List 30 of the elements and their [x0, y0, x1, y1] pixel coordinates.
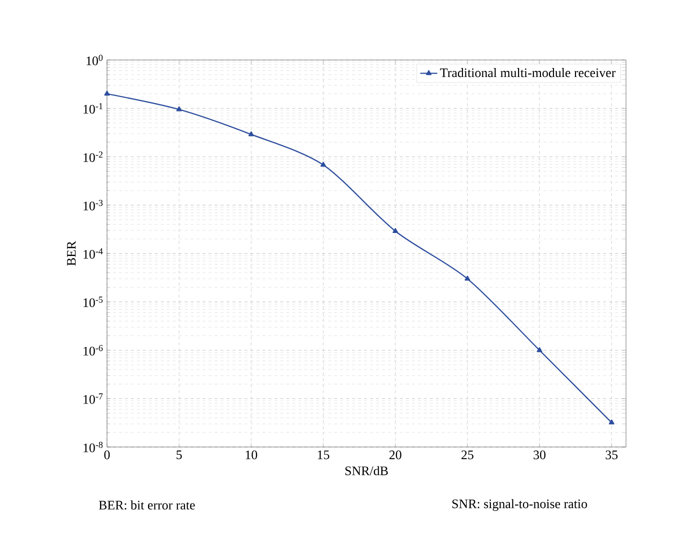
x-tick-label: 25 — [462, 450, 474, 460]
x-tick-label: 15 — [318, 450, 330, 460]
point — [536, 347, 542, 352]
y-tick-label: 10$^{-4}$ — [84, 248, 103, 259]
point — [392, 228, 398, 233]
y-tick-label: 10$^{-7}$ — [84, 393, 103, 404]
y-axis-title: BER — [67, 240, 76, 266]
x-tick-label: 30 — [534, 450, 546, 460]
y-tick-label: 10$^{-6}$ — [84, 345, 103, 356]
y-tick-label: 10$^{-1}$ — [84, 103, 102, 114]
text: SNR: signal-to-noise ratio — [452, 499, 588, 511]
y-tick-label: 10$^{-8}$ — [84, 442, 103, 452]
x-tick-label: 5 — [176, 450, 182, 460]
point — [320, 162, 326, 167]
x-tick-label: 10 — [246, 450, 258, 460]
y-tick-label: 10$^{-5}$ — [84, 296, 103, 308]
point — [464, 276, 470, 281]
x-tick-label: 20 — [389, 450, 402, 460]
legend-label: Traditional multi-module receiver — [440, 68, 616, 78]
x-tick-label: 0 — [104, 450, 110, 460]
point — [176, 106, 182, 112]
text: BER: bit error rate — [98, 500, 195, 510]
point — [608, 419, 614, 424]
x-axis-title: SNR/dB — [345, 466, 388, 476]
y-tick-label: 10$^{-3}$ — [84, 200, 103, 210]
y-tick-label: 10$^{0}$ — [86, 54, 103, 66]
point — [248, 131, 254, 136]
point — [104, 90, 110, 96]
y-tick-label: 10$^{-2}$ — [84, 152, 102, 162]
x-tick-label: 35 — [606, 450, 618, 460]
